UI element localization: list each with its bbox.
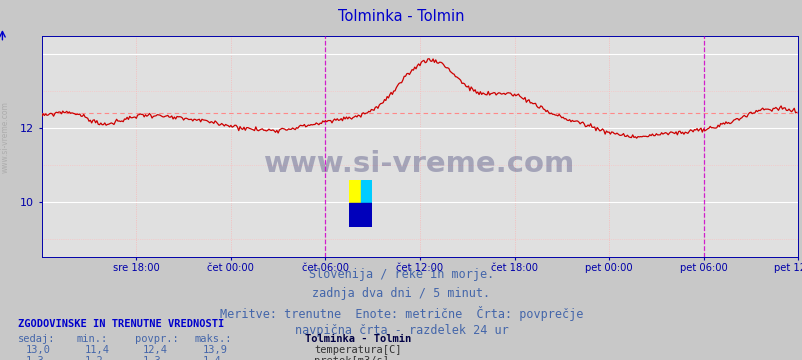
Text: Meritve: trenutne  Enote: metrične  Črta: povprečje: Meritve: trenutne Enote: metrične Črta: … bbox=[220, 306, 582, 321]
Text: sedaj:: sedaj: bbox=[18, 334, 55, 344]
Text: 13,9: 13,9 bbox=[202, 345, 227, 355]
Text: 13,0: 13,0 bbox=[26, 345, 51, 355]
Bar bbox=[360, 180, 371, 203]
Polygon shape bbox=[349, 203, 371, 227]
Text: temperatura[C]: temperatura[C] bbox=[314, 345, 401, 355]
Text: www.si-vreme.com: www.si-vreme.com bbox=[1, 101, 10, 173]
Text: pretok[m3/s]: pretok[m3/s] bbox=[314, 356, 388, 360]
Text: Tolminka - Tolmin: Tolminka - Tolmin bbox=[338, 9, 464, 24]
Text: Slovenija / reke in morje.: Slovenija / reke in morje. bbox=[309, 268, 493, 281]
Text: povpr.:: povpr.: bbox=[135, 334, 178, 344]
Text: 1,3: 1,3 bbox=[26, 356, 44, 360]
Text: 11,4: 11,4 bbox=[84, 345, 109, 355]
Text: 1,2: 1,2 bbox=[84, 356, 103, 360]
Text: 1,4: 1,4 bbox=[202, 356, 221, 360]
Bar bbox=[349, 180, 360, 203]
Text: ZGODOVINSKE IN TRENUTNE VREDNOSTI: ZGODOVINSKE IN TRENUTNE VREDNOSTI bbox=[18, 319, 224, 329]
Text: 12,4: 12,4 bbox=[143, 345, 168, 355]
Text: maks.:: maks.: bbox=[194, 334, 232, 344]
Text: Tolminka - Tolmin: Tolminka - Tolmin bbox=[305, 334, 411, 344]
Text: navpična črta - razdelek 24 ur: navpična črta - razdelek 24 ur bbox=[294, 324, 508, 337]
Text: www.si-vreme.com: www.si-vreme.com bbox=[264, 150, 575, 179]
Text: min.:: min.: bbox=[76, 334, 107, 344]
Text: 1,3: 1,3 bbox=[143, 356, 161, 360]
Text: zadnja dva dni / 5 minut.: zadnja dva dni / 5 minut. bbox=[312, 287, 490, 300]
